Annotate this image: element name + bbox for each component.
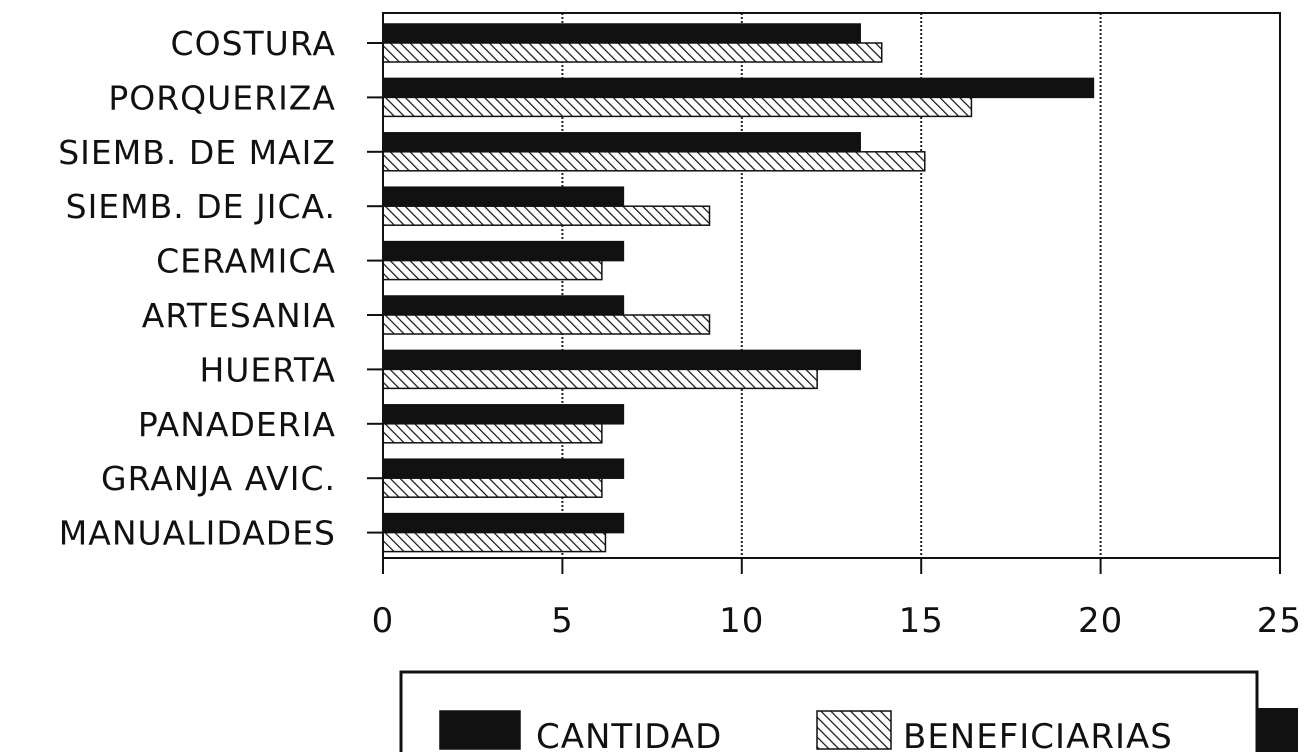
bar-cantidad	[382, 23, 861, 44]
bar-cantidad	[382, 132, 861, 153]
bar-beneficiarias	[382, 151, 926, 172]
bar-beneficiarias	[382, 314, 711, 335]
bar-beneficiarias	[382, 531, 607, 553]
bar-cantidad	[382, 295, 625, 316]
bar-cantidad	[382, 186, 625, 207]
category-label: SIEMB. DE MAIZ	[58, 133, 336, 172]
bars	[382, 23, 1095, 553]
bar-beneficiarias	[382, 423, 603, 444]
bar-cantidad	[382, 349, 861, 371]
x-tick-label: 15	[899, 601, 944, 641]
x-tick-label: 10	[719, 601, 764, 641]
x-tick-label: 0	[372, 601, 395, 641]
grid-lines	[561, 13, 1102, 558]
bar-beneficiarias	[382, 259, 603, 281]
legend-label: BENEFICIARIAS	[903, 717, 1173, 752]
x-tick-label: 20	[1078, 601, 1123, 641]
legend: CANTIDAD BENEFICIARIAS	[399, 670, 1298, 752]
axes	[367, 12, 1281, 574]
category-labels: COSTURA PORQUERIZA SIEMB. DE MAIZ SIEMB. DE…	[58, 24, 336, 553]
category-label: PANADERIA	[138, 405, 336, 444]
category-label: HUERTA	[199, 350, 336, 389]
category-label: COSTURA	[171, 24, 336, 63]
bar-beneficiarias	[382, 96, 973, 118]
category-label: SIEMB. DE JICA.	[66, 187, 336, 226]
x-tick-label: 5	[551, 601, 574, 641]
category-label: ARTESANIA	[142, 296, 336, 335]
bar-beneficiarias	[382, 205, 711, 226]
legend-swatch-cantidad	[439, 710, 521, 750]
legend-swatch-partial	[1257, 708, 1298, 752]
bar-beneficiarias	[382, 368, 818, 390]
bar-beneficiarias	[382, 42, 883, 63]
category-label: MANUALIDADES	[59, 514, 336, 553]
plot-frame	[382, 12, 1281, 559]
x-tick-label: 25	[1257, 601, 1302, 641]
legend-swatch-beneficiarias	[816, 710, 892, 750]
category-label: GRANJA AVIC.	[101, 459, 336, 498]
bar-cantidad	[382, 240, 625, 262]
legend-label: CANTIDAD	[536, 717, 722, 752]
bar-beneficiarias	[382, 477, 603, 498]
category-label: CERAMICA	[156, 242, 336, 281]
bar-cantidad	[382, 512, 625, 534]
category-label: PORQUERIZA	[108, 78, 336, 117]
x-tick-labels: 0 5 10 15 20 25	[372, 601, 1302, 641]
bar-cantidad	[382, 77, 1095, 99]
bar-cantidad	[382, 404, 625, 425]
bar-cantidad	[382, 458, 625, 479]
